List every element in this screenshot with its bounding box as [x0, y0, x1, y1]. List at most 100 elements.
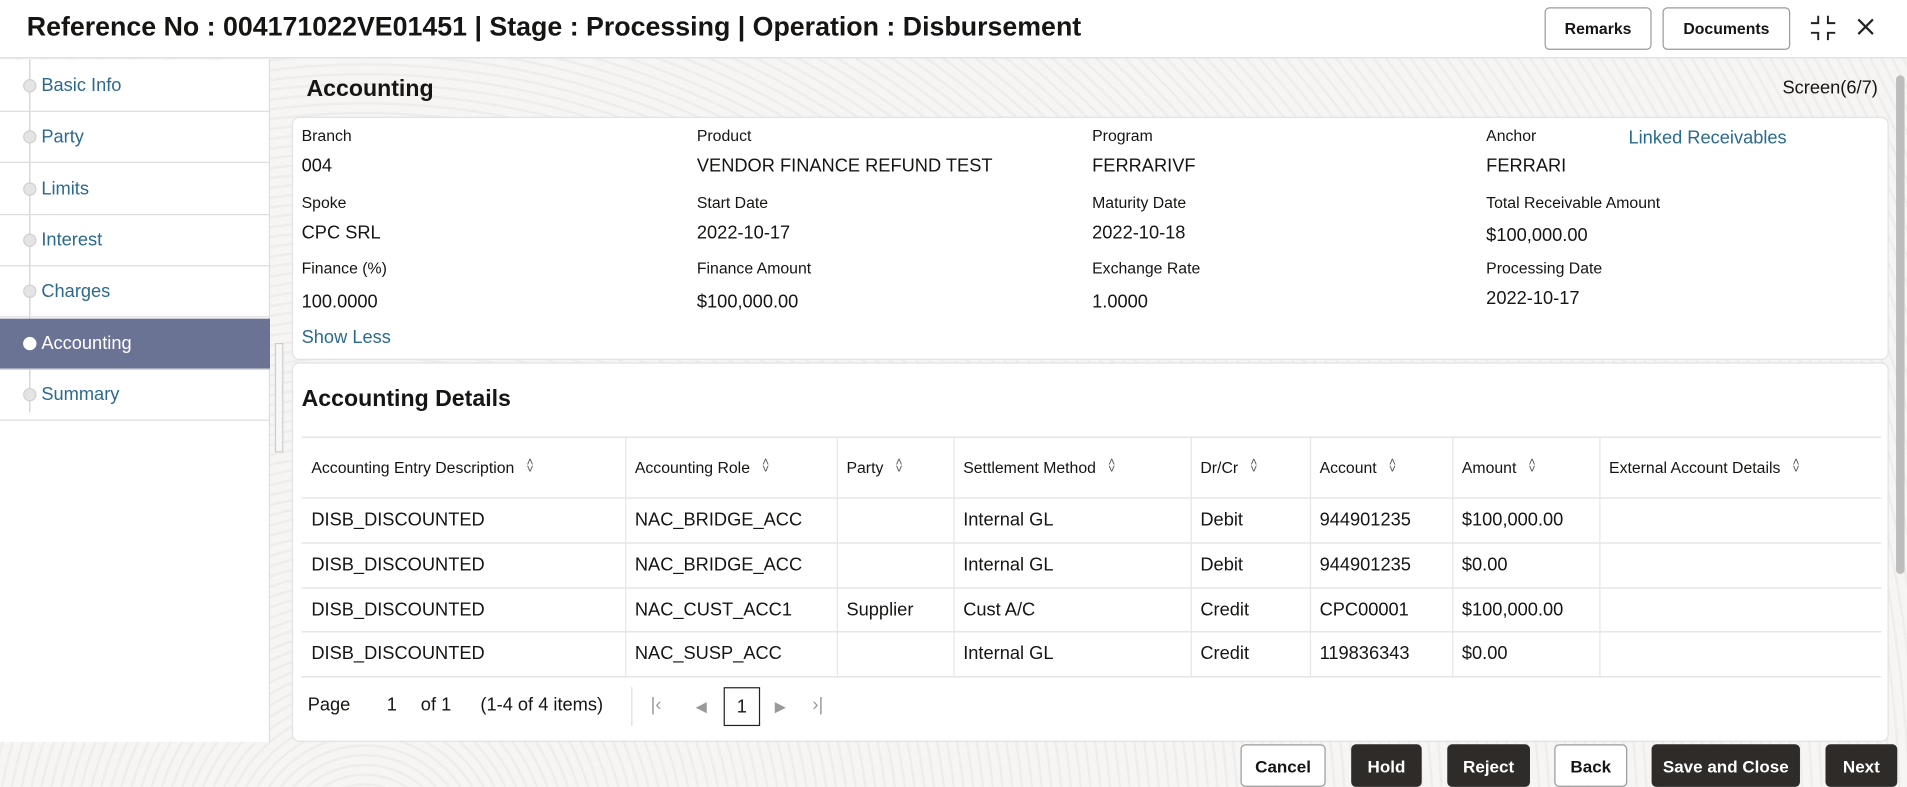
hold-button[interactable]: Hold [1351, 744, 1422, 787]
column-header[interactable]: Party ˄ ˅ [837, 437, 954, 498]
sidebar-item-summary[interactable]: Summary [0, 369, 270, 421]
table-cell: Debit [1200, 509, 1243, 531]
field-value: $100,000.00 [1486, 224, 1588, 246]
field-value: 2022-10-17 [1486, 288, 1580, 309]
column-header[interactable]: Dr/Cr ˄ ˅ [1191, 437, 1310, 498]
sidebar-item-label: Interest [41, 229, 103, 251]
column-header-label: Party [846, 457, 884, 477]
column-header[interactable]: Amount ˄ ˅ [1452, 437, 1599, 498]
field-label: Spoke [301, 193, 347, 212]
step-dot-icon [23, 233, 37, 247]
remarks-button[interactable]: Remarks [1544, 7, 1652, 50]
next-page-icon[interactable]: ▶ [774, 698, 786, 716]
first-page-icon[interactable]: |‹ [650, 694, 662, 716]
column-header[interactable]: Account ˄ ˅ [1310, 437, 1452, 498]
table-cell: $100,000.00 [1461, 598, 1564, 620]
last-page-icon[interactable]: ›| [812, 694, 824, 716]
field-value: FERRARIVF [1092, 155, 1196, 177]
table-cell [1599, 587, 1881, 631]
summary-card [291, 116, 1889, 360]
column-divider [1599, 436, 1601, 677]
table-cell: Internal GL [963, 509, 1054, 531]
sidebar-item-label: Basic Info [41, 75, 122, 97]
minimize-icon[interactable] [1808, 13, 1837, 42]
next-button[interactable]: Next [1825, 744, 1898, 787]
sort-icon[interactable]: ˄ ˅ [526, 456, 534, 477]
sort-icon[interactable]: ˄ ˅ [1792, 456, 1800, 477]
column-divider [953, 436, 955, 677]
sidebar-item-party[interactable]: Party [0, 112, 270, 164]
sort-icon[interactable]: ˄ ˅ [1528, 456, 1536, 477]
save-and-close-button[interactable]: Save and Close [1651, 744, 1800, 787]
table-cell [1599, 631, 1881, 676]
field-label: Total Receivable Amount [1486, 193, 1661, 212]
table-cell [837, 497, 954, 542]
field-label: Maturity Date [1092, 193, 1187, 212]
row-divider [301, 542, 1882, 544]
row-divider [301, 676, 1882, 678]
accounting-details-title: Accounting Details [301, 386, 511, 413]
sidebar-item-limits[interactable]: Limits [0, 164, 270, 215]
table-cell: DISB_DISCOUNTED [311, 554, 485, 576]
table-cell: Internal GL [963, 554, 1054, 576]
scrollbar-thumb[interactable] [1896, 75, 1905, 575]
column-header-label: Account [1319, 457, 1377, 477]
sort-icon[interactable]: ˄ ˅ [1250, 456, 1258, 477]
section-title: Accounting [306, 76, 434, 103]
sidebar-item-charges[interactable]: Charges [0, 267, 270, 318]
field-value: 004 [301, 155, 333, 177]
column-header[interactable]: Settlement Method ˄ ˅ [953, 437, 1190, 498]
linked-receivables-link[interactable]: Linked Receivables [1628, 127, 1787, 149]
sort-icon[interactable]: ˄ ˅ [762, 456, 770, 477]
column-header[interactable]: Accounting Entry Description ˄ ˅ [302, 437, 626, 498]
sort-icon[interactable]: ˄ ˅ [1388, 456, 1396, 477]
current-page-button[interactable]: 1 [723, 687, 761, 727]
field-value: FERRARI [1486, 155, 1567, 177]
table-cell: Internal GL [963, 643, 1054, 665]
table-cell: NAC_SUSP_ACC [634, 643, 782, 665]
step-dot-icon [23, 284, 37, 299]
table-cell: 944901235 [1319, 509, 1411, 531]
table-cell: Credit [1200, 643, 1250, 665]
field-value: CPC SRL [301, 222, 381, 244]
field-value: 2022-10-17 [696, 222, 791, 244]
table-cell: DISB_DISCOUNTED [311, 598, 485, 620]
sidebar-scrollbar[interactable] [274, 342, 284, 453]
cancel-button[interactable]: Cancel [1240, 744, 1326, 787]
row-divider [301, 436, 1882, 438]
column-header-label: Settlement Method [963, 457, 1096, 477]
column-header[interactable]: External Account Details ˄ ˅ [1599, 437, 1881, 498]
column-divider [625, 436, 627, 677]
page-count: of 1 [420, 694, 452, 716]
sidebar-item-label: Summary [41, 384, 120, 405]
table-cell: DISB_DISCOUNTED [311, 643, 485, 665]
sidebar-item-basic-info[interactable]: Basic Info [0, 61, 270, 112]
page-number[interactable]: 1 [386, 694, 397, 716]
header: Reference No : 004171022VE01451 | Stage … [0, 0, 1907, 59]
sort-icon[interactable]: ˄ ˅ [1108, 456, 1116, 477]
table-cell [837, 542, 954, 587]
documents-button[interactable]: Documents [1662, 7, 1791, 50]
show-less-link[interactable]: Show Less [301, 327, 391, 348]
pagination-divider [631, 687, 633, 727]
sidebar-item-label: Accounting [41, 332, 132, 354]
reject-button[interactable]: Reject [1447, 744, 1530, 787]
close-icon[interactable] [1853, 15, 1877, 39]
table-cell: NAC_CUST_ACC1 [634, 598, 792, 620]
sort-icon[interactable]: ˄ ˅ [895, 456, 903, 477]
column-divider [1452, 436, 1454, 677]
sidebar-item-interest[interactable]: Interest [0, 215, 270, 267]
field-label: Processing Date [1486, 259, 1603, 278]
column-header[interactable]: Accounting Role ˄ ˅ [625, 437, 837, 498]
table-cell: 119836343 [1319, 643, 1410, 665]
prev-page-icon[interactable]: ◀ [695, 698, 707, 716]
field-value: $100,000.00 [696, 291, 799, 313]
sidebar-item-label: Party [41, 126, 84, 148]
sidebar-item-accounting[interactable]: Accounting [0, 318, 270, 370]
column-header-label: Dr/Cr [1200, 457, 1239, 477]
column-divider [1309, 436, 1312, 677]
back-button[interactable]: Back [1554, 744, 1628, 787]
step-dot-icon [23, 387, 37, 402]
field-label: Product [696, 126, 752, 145]
